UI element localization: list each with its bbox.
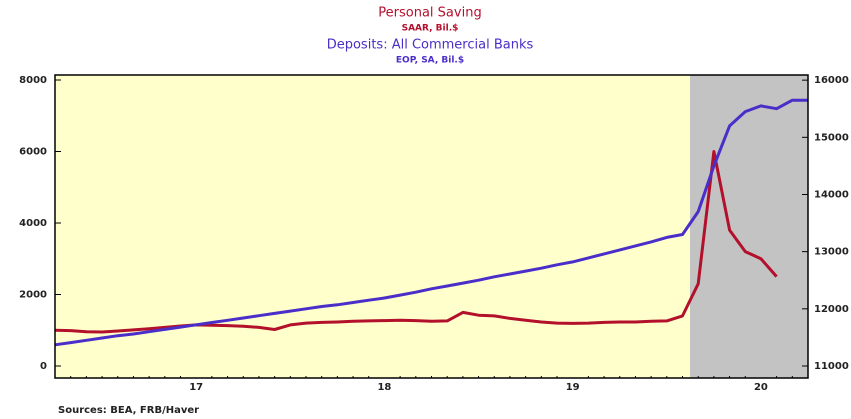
x-tick-label: 17: [189, 382, 203, 393]
series-units: SAAR, Bil.$: [402, 24, 459, 34]
y2-tick-label: 12000: [814, 304, 849, 315]
plot-frame: [54, 74, 809, 379]
x-tick-label: 18: [377, 382, 391, 393]
y2-tick-label: 13000: [814, 247, 849, 258]
y2-tick-label: 14000: [814, 189, 849, 200]
y2-tick-label: 15000: [814, 132, 849, 143]
y-tick-label: 4000: [19, 218, 47, 229]
y2-tick-label: 11000: [814, 361, 849, 372]
source-note: Sources: BEA, FRB/Haver: [58, 405, 199, 416]
y-tick-label: 0: [40, 361, 47, 372]
recession-shading: [690, 75, 808, 378]
series-units: EOP, SA, Bil.$: [396, 56, 464, 66]
series-title: Deposits: All Commercial Banks: [327, 38, 534, 53]
x-tick-label: 19: [566, 382, 580, 393]
x-tick-label: 20: [754, 382, 768, 393]
y-tick-label: 8000: [19, 75, 47, 86]
y-tick-label: 2000: [19, 289, 47, 300]
y2-tick-label: 16000: [814, 75, 849, 86]
series-title: Personal Saving: [378, 6, 481, 21]
y-tick-label: 6000: [19, 147, 47, 158]
series-line: [54, 98, 808, 347]
